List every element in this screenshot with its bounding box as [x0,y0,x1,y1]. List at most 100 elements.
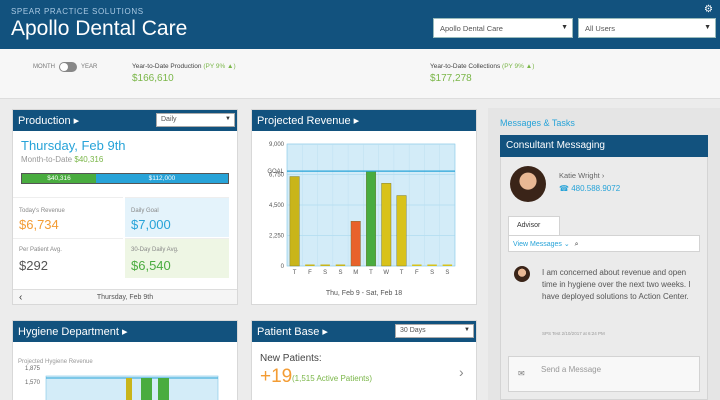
revenue-bar [335,264,346,266]
practice-title: Apollo Dental Care [11,17,188,40]
users-select[interactable]: All Users ▼ [578,18,716,38]
y-tick-label: 0 [281,264,285,270]
ytd-collections-value: $177,278 [430,73,472,84]
users-select-value: All Users [585,24,616,33]
hygiene-title[interactable]: Hygiene Department ▸ [13,321,237,342]
active-patients: (1,515 Active Patients) [292,374,373,383]
x-tick-label: W [383,270,389,276]
daily-goal-value: $7,000 [131,217,171,232]
chevron-down-icon: ▼ [561,24,568,31]
avg-30day-tile: 30-Day Daily Avg. $6,540 [125,238,229,278]
messages-tasks-title[interactable]: Messages & Tasks [500,118,575,128]
production-period-value: Daily [161,116,177,123]
settings-icon[interactable]: ⚙ [704,4,713,15]
production-footer: ‹ Thursday, Feb 9th [13,289,237,304]
chevron-right-icon: › [601,171,605,180]
todays-revenue-tile: Today's Revenue $6,734 [13,197,123,237]
projected-revenue-title[interactable]: Projected Revenue ▸ [252,110,476,131]
message-meta: SPS Test 2/10/2017 at 6:24 PM [542,331,605,336]
ytd-collections-text: Year-to-Date Collections [430,63,501,70]
ytd-production-label: Year-to-Date Production (PY 9% ▲) [132,63,236,70]
search-icon[interactable]: ⌕ [574,241,579,248]
progress-goal: $112,000 [96,174,228,183]
y-tick-label: 4,500 [269,203,285,209]
y-tick-label: 6,750 [269,173,285,179]
x-tick-label: S [323,270,327,276]
send-message-input[interactable]: ✉ Send a Message [508,356,700,392]
production-date: Thursday, Feb 9th [21,138,126,153]
mtd-line: Month-to-Date $40,316 [21,155,103,164]
per-patient-value: $292 [19,258,48,273]
chevron-down-icon: ▼ [225,116,231,122]
hygiene-tick-label: 1,570 [25,380,41,386]
message-text: I am concerned about revenue and open ti… [542,268,691,301]
todays-revenue-value: $6,734 [19,217,59,232]
ytd-production-text: Year-to-Date Production [132,63,202,70]
hygiene-bar [141,378,152,400]
mtd-value: $40,316 [74,155,104,164]
x-tick-label: F [415,270,419,276]
per-patient-tile: Per Patient Avg. $292 [13,238,123,278]
revenue-bar [350,221,361,267]
ytd-production-change: (PY 9% ▲) [203,63,236,70]
app-header: SPEAR PRACTICE SOLUTIONS Apollo Dental C… [0,0,720,49]
new-patients-label: New Patients: [260,353,322,364]
production-panel: Production ▸ Daily ▼ Thursday, Feb 9th M… [12,109,238,305]
hygiene-chart: 1,875 1,570 [25,366,219,400]
ytd-collections-change: (PY 9% ▲) [502,63,535,70]
ytd-collections-label: Year-to-Date Collections (PY 9% ▲) [430,63,534,70]
chevron-right-icon[interactable]: › [459,364,464,380]
new-patients-value: +19 [260,366,293,387]
projected-revenue-chart: 0 2,250 4,500 6,750 9,000 T F S S M T W T F S S GOAL [267,142,456,276]
patient-base-panel: Patient Base ▸ 30 Days ▼ [251,320,477,400]
toggle-knob [60,63,68,71]
send-message-placeholder: Send a Message [541,365,602,374]
x-tick-label: M [353,270,358,276]
patient-period-select[interactable]: 30 Days ▼ [395,324,474,338]
y-tick-label: 2,250 [269,234,285,240]
revenue-bar [396,195,407,267]
mtd-label: Month-to-Date [21,155,73,164]
hygiene-bar [126,378,132,400]
production-footer-date: Thursday, Feb 9th [96,294,154,301]
hygiene-subtitle: Projected Hygiene Revenue [18,359,93,365]
x-tick-label: S [430,270,434,276]
hygiene-panel: Hygiene Department ▸ 1,875 1,570 [12,320,238,400]
x-tick-label: T [400,270,404,276]
projected-revenue-date-range: Thu, Feb 9 - Sat, Feb 18 [325,290,403,297]
chat-icon: ✉ [518,369,525,378]
production-period-select[interactable]: Daily ▼ [156,113,235,127]
avg-30day-label: 30-Day Daily Avg. [131,247,179,253]
consultant-name-text: Katie Wright [559,171,600,180]
revenue-bar [381,183,392,267]
todays-revenue-label: Today's Revenue [19,208,65,214]
phone-icon: ☎ [559,184,569,193]
revenue-bar [289,176,300,267]
hygiene-bar [158,378,169,400]
ytd-stats-bar [0,49,720,99]
chevron-down-icon: ▼ [464,327,470,333]
consultant-phone[interactable]: ☎ 480.588.9072 [559,184,620,193]
progress-done: $40,316 [22,174,96,183]
company-name: SPEAR PRACTICE SOLUTIONS [11,7,144,16]
consultant-phone-text: 480.588.9072 [571,184,621,193]
message-avatar [514,266,530,282]
consultant-name[interactable]: Katie Wright › [559,171,604,180]
practice-select[interactable]: Apollo Dental Care ▼ [433,18,573,38]
revenue-bar [412,264,422,266]
avg-30day-value: $6,540 [131,258,171,273]
tab-advisor[interactable]: Advisor [508,216,560,235]
month-year-toggle[interactable] [59,62,77,72]
daily-goal-tile: Daily Goal $7,000 [125,197,229,237]
consultant-avatar [510,166,546,202]
view-messages-dropdown[interactable]: View Messages ⌄ [513,241,570,248]
x-tick-label: S [338,270,342,276]
revenue-bar [442,264,453,266]
patient-period-value: 30 Days [400,327,426,334]
x-tick-label: F [308,270,312,276]
toggle-month-label: MONTH [33,64,55,70]
chevron-down-icon: ▼ [704,24,711,31]
x-tick-label: T [293,270,297,276]
chevron-left-icon[interactable]: ‹ [19,292,23,303]
revenue-bar [305,264,315,266]
